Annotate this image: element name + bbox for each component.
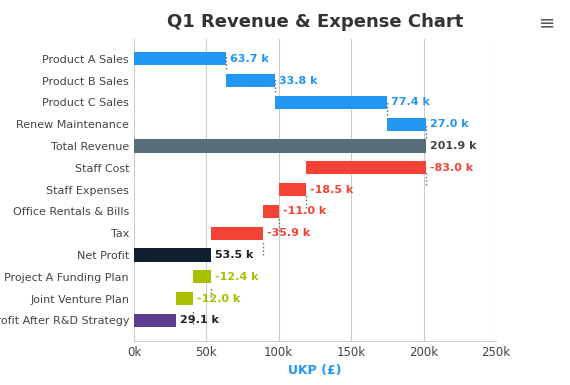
Text: 53.5 k: 53.5 k [215,250,254,260]
Text: 63.7 k: 63.7 k [230,54,268,64]
X-axis label: UKP (£): UKP (£) [288,364,341,377]
Title: Q1 Revenue & Expense Chart: Q1 Revenue & Expense Chart [167,13,463,32]
Text: -18.5 k: -18.5 k [310,185,353,194]
Text: -83.0 k: -83.0 k [430,163,473,173]
Text: -11.0 k: -11.0 k [283,206,326,216]
Text: -12.4 k: -12.4 k [215,272,259,282]
Bar [279,183,306,196]
Text: 77.4 k: 77.4 k [391,97,430,107]
Bar [176,292,193,305]
Text: 33.8 k: 33.8 k [279,75,317,85]
Bar [134,139,426,152]
Text: -12.0 k: -12.0 k [197,294,241,304]
Bar [387,118,426,131]
Text: 201.9 k: 201.9 k [430,141,477,151]
Bar [275,96,387,109]
Bar [193,270,211,283]
Text: 27.0 k: 27.0 k [430,119,469,129]
Bar [134,248,211,261]
Bar [134,314,176,327]
Bar [226,74,275,87]
Text: 29.1 k: 29.1 k [180,315,218,325]
Text: ≡: ≡ [539,13,556,32]
Bar [306,161,426,174]
Bar [263,205,279,218]
Bar [134,52,226,65]
Text: -35.9 k: -35.9 k [267,228,310,238]
Bar [211,227,263,240]
